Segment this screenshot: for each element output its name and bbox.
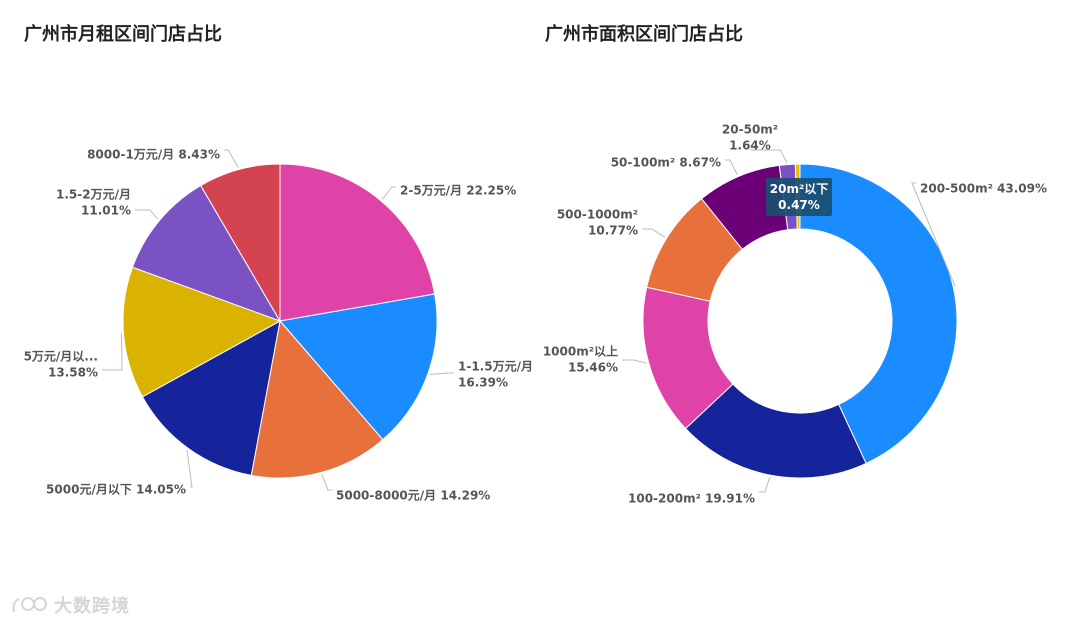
slice-label: 15.46% (568, 361, 618, 375)
slice-label: 11.01% (81, 204, 131, 218)
slice-label: 20m²以下 (770, 182, 828, 196)
pie-slice[interactable] (250, 319, 384, 479)
slice-label: 50-100m² 8.67% (611, 156, 721, 170)
label-leader-line (622, 359, 647, 364)
slice-label: 5000-8000元/月 14.29% (336, 489, 490, 503)
slice-label: 1-1.5万元/月 (458, 360, 533, 374)
label-leader-line (725, 159, 738, 176)
slice-label: 1000m²以上 (543, 344, 618, 359)
label-leader-line (321, 474, 332, 491)
slice-label: 1.5-2万元/月 (56, 188, 131, 202)
slice-label: 10.77% (588, 224, 638, 238)
pie-slice[interactable] (279, 293, 438, 441)
chart-title-area: 广州市面积区间门店占比 (545, 24, 743, 45)
label-leader-line (750, 149, 788, 163)
label-leader-line (186, 449, 193, 488)
label-leader-line (642, 228, 666, 238)
slice-label: 20-50m² (722, 123, 778, 137)
chart-title-rent: 广州市月租区间门店占比 (24, 24, 222, 45)
watermark-text: 大数跨境 (54, 596, 130, 617)
pie-slice[interactable] (279, 163, 436, 322)
pie-chart-0: 2-5万元/月 22.25% 1-1.5万元/月 16.39% 5000-8000元/… (24, 148, 533, 503)
slice-label: 16.39% (458, 376, 508, 390)
label-leader-line (759, 476, 771, 493)
watermark-logo-icon (12, 597, 47, 613)
slice-label: 2-5万元/月 22.25% (400, 184, 516, 198)
slice-label: 8000-1万元/月 8.43% (87, 148, 220, 162)
pie-slice[interactable] (799, 163, 958, 465)
pie-slice[interactable] (141, 320, 281, 476)
label-leader-line (911, 182, 956, 287)
slice-label: 200-500m² 43.09% (920, 182, 1047, 196)
slice-label: 5万元/月以... (24, 350, 98, 364)
label-leader-line (102, 333, 123, 371)
pie-slice[interactable] (199, 163, 281, 323)
label-leader-line (429, 372, 454, 375)
label-leader-line (135, 209, 159, 220)
label-leader-line (381, 186, 396, 200)
slice-label: 13.58% (48, 366, 98, 380)
pie-slice[interactable] (131, 184, 282, 322)
tooltip-box (766, 178, 832, 216)
label-leader-line (224, 149, 239, 168)
watermark: 大数跨境 (10, 592, 130, 618)
pie-slice[interactable] (122, 266, 282, 398)
slice-label: 0.47% (778, 198, 820, 212)
slice-label: 100-200m² 19.91% (628, 492, 755, 506)
slice-label: 500-1000m² (557, 208, 638, 222)
pie-chart-1: 200-500m² 43.09% 100-200m² 19.91% 1000m²以上… (543, 123, 1047, 506)
slice-label: 5000元/月以下 14.05% (46, 483, 186, 497)
slice-label: 1.64% (729, 139, 771, 153)
